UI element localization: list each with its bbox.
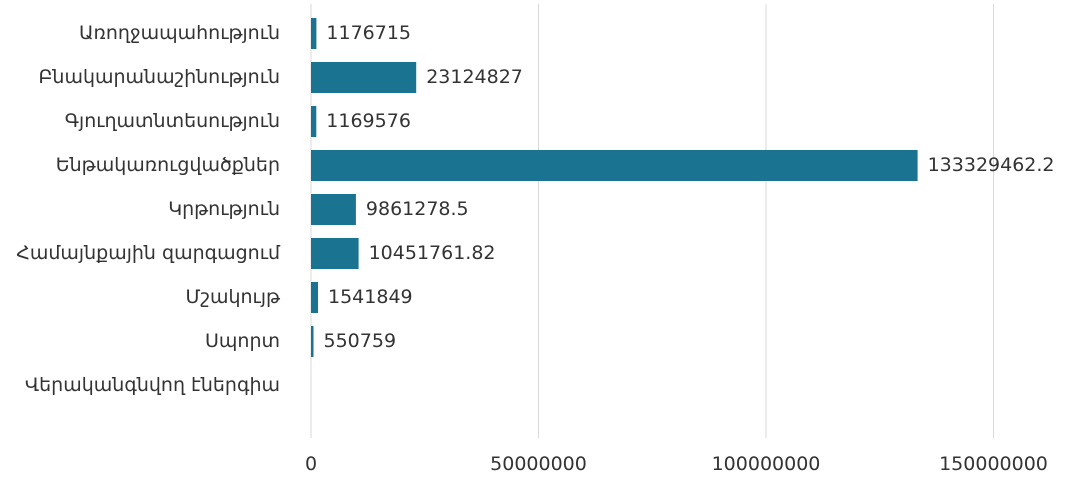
data-label: 10451761.82 xyxy=(369,242,496,264)
data-label: 9861278.5 xyxy=(366,198,469,220)
category-label: Առողջապահություն xyxy=(79,22,280,44)
bar xyxy=(311,238,359,269)
category-label: Սպորտ xyxy=(205,330,280,352)
x-axis: 0 50000000 100000000 150000000 xyxy=(305,453,1048,475)
bar xyxy=(311,194,356,225)
data-label: 550759 xyxy=(324,330,397,352)
category-label: Վերականգնվող էներգիա xyxy=(25,374,280,396)
category-label: Գյուղատնտեսություն xyxy=(65,110,280,132)
x-tick-label: 100000000 xyxy=(712,453,821,475)
category-label: Կրթություն xyxy=(168,198,280,220)
bar xyxy=(311,106,317,137)
bar xyxy=(311,282,318,313)
x-tick-label: 0 xyxy=(305,453,317,475)
data-label: 1176715 xyxy=(326,22,411,44)
bar xyxy=(311,326,314,357)
data-labels: 1176715 23124827 1169576 133329462.2 986… xyxy=(324,22,1055,352)
data-label: 1541849 xyxy=(328,286,413,308)
x-tick-label: 50000000 xyxy=(490,453,587,475)
category-label: Համայնքային զարգացում xyxy=(16,242,281,264)
bars xyxy=(311,18,918,357)
bar xyxy=(311,150,918,181)
data-label: 1169576 xyxy=(326,110,411,132)
bar xyxy=(311,62,417,93)
x-tick-label: 150000000 xyxy=(939,453,1048,475)
y-axis: Առողջապահություն Բնակարանաշինություն Գյո… xyxy=(16,22,281,396)
category-label: Մշակույթ xyxy=(185,286,281,308)
bar xyxy=(311,18,317,49)
data-label: 133329462.2 xyxy=(928,154,1055,176)
category-label: Բնակարանաշինություն xyxy=(39,66,281,88)
category-label: Ենթակառուցվածքներ xyxy=(56,154,280,176)
data-label: 23124827 xyxy=(426,66,523,88)
